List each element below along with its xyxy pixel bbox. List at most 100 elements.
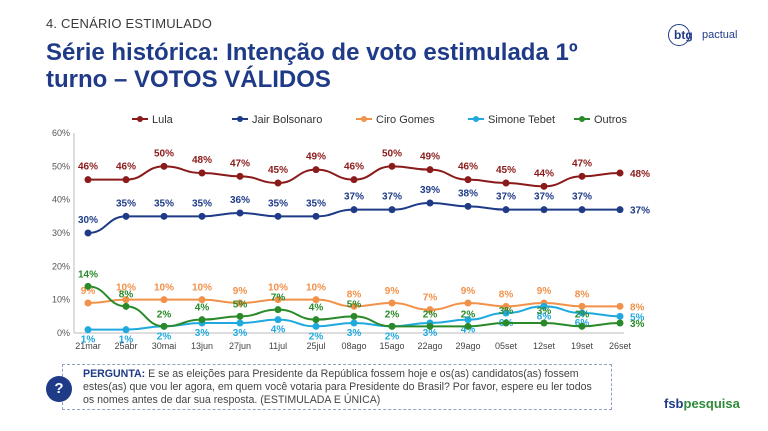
question-box: PERGUNTA: E se as eleições para Presiden… bbox=[62, 364, 612, 410]
logo-pesquisa-text: pesquisa bbox=[683, 396, 740, 411]
data-point bbox=[84, 282, 92, 290]
data-label: 3% bbox=[347, 328, 362, 339]
data-label: 48% bbox=[630, 169, 650, 180]
data-label: 8% bbox=[499, 289, 514, 300]
legend-entry: Jair Bolsonaro bbox=[252, 114, 322, 126]
data-point bbox=[616, 169, 624, 177]
data-label: 30% bbox=[78, 215, 98, 226]
data-label: 45% bbox=[496, 165, 516, 176]
y-tick-label: 30% bbox=[52, 228, 70, 238]
data-point bbox=[616, 312, 624, 320]
x-tick-label: 27jun bbox=[229, 341, 251, 351]
data-point bbox=[464, 322, 472, 330]
x-tick-label: 08ago bbox=[341, 341, 366, 351]
data-point bbox=[274, 316, 282, 324]
data-point bbox=[236, 209, 244, 217]
data-point bbox=[236, 319, 244, 327]
data-point bbox=[236, 172, 244, 180]
data-point bbox=[84, 326, 92, 334]
x-tick-label: 05set bbox=[495, 341, 518, 351]
data-label: 2% bbox=[575, 309, 590, 320]
data-label: 50% bbox=[382, 148, 402, 159]
data-label: 44% bbox=[534, 168, 554, 179]
x-tick-label: 26set bbox=[609, 341, 632, 351]
data-label: 35% bbox=[192, 198, 212, 209]
data-label: 4% bbox=[461, 325, 476, 336]
fsb-pesquisa-logo: fsbpesquisa bbox=[664, 396, 740, 411]
data-point bbox=[350, 319, 358, 327]
data-point bbox=[122, 212, 130, 220]
question-label: PERGUNTA: bbox=[83, 368, 146, 380]
data-label: 2% bbox=[157, 309, 172, 320]
data-point bbox=[540, 302, 548, 310]
vote-intention-line-chart: 0% 10% 20% 30% 40% 50% 60% 21mar 25abr 30mai 13jun… bbox=[52, 114, 650, 351]
data-point bbox=[464, 299, 472, 307]
data-label: 46% bbox=[458, 162, 478, 173]
data-label: 9% bbox=[233, 286, 248, 297]
data-label: 48% bbox=[192, 155, 212, 166]
data-point bbox=[274, 179, 282, 187]
data-point bbox=[312, 166, 320, 174]
data-point bbox=[312, 322, 320, 330]
data-label: 10% bbox=[192, 283, 212, 294]
data-label: 49% bbox=[306, 152, 326, 163]
data-point bbox=[236, 312, 244, 320]
x-tick-label: 25abr bbox=[114, 341, 137, 351]
data-label: 10% bbox=[116, 283, 136, 294]
data-point bbox=[198, 316, 206, 324]
data-point bbox=[160, 322, 168, 330]
data-point bbox=[540, 206, 548, 214]
data-point bbox=[502, 302, 510, 310]
legend-swatch-marker bbox=[361, 116, 367, 122]
data-label: 8% bbox=[575, 289, 590, 300]
data-label: 4% bbox=[309, 303, 324, 314]
data-label: 38% bbox=[458, 188, 478, 199]
data-point bbox=[464, 176, 472, 184]
data-point bbox=[198, 169, 206, 177]
data-label: 37% bbox=[344, 192, 364, 203]
data-label: 7% bbox=[423, 293, 438, 304]
x-tick-label: 29ago bbox=[455, 341, 480, 351]
legend-swatch-marker bbox=[579, 116, 585, 122]
data-label: 10% bbox=[154, 283, 174, 294]
legend-swatch-marker bbox=[473, 116, 479, 122]
data-label: 49% bbox=[420, 152, 440, 163]
section-label: 4. CENÁRIO ESTIMULADO bbox=[46, 16, 213, 31]
data-label: 3% bbox=[630, 319, 645, 330]
data-point bbox=[578, 206, 586, 214]
data-label: 3% bbox=[537, 306, 552, 317]
x-tick-label: 30mai bbox=[152, 341, 177, 351]
data-point bbox=[502, 179, 510, 187]
data-point bbox=[388, 206, 396, 214]
data-point bbox=[236, 299, 244, 307]
data-label: 46% bbox=[116, 162, 136, 173]
data-label: 35% bbox=[154, 198, 174, 209]
data-point bbox=[274, 212, 282, 220]
question-text: E se as eleições para Presidente da Repú… bbox=[83, 368, 592, 406]
data-label: 5% bbox=[630, 312, 645, 323]
logo-btg-text: btg bbox=[674, 28, 693, 42]
data-point bbox=[540, 319, 548, 327]
data-label: 37% bbox=[572, 192, 592, 203]
data-point bbox=[122, 326, 130, 334]
data-label: 3% bbox=[233, 328, 248, 339]
legend-entry: Simone Tebet bbox=[488, 114, 555, 126]
data-point bbox=[122, 302, 130, 310]
logo-circle-icon bbox=[668, 24, 690, 46]
data-point bbox=[388, 162, 396, 170]
data-label: 5% bbox=[347, 299, 362, 310]
data-point bbox=[426, 322, 434, 330]
data-label: 8% bbox=[347, 289, 362, 300]
data-point bbox=[578, 309, 586, 317]
legend-swatch-marker bbox=[237, 116, 243, 122]
data-point bbox=[388, 322, 396, 330]
data-point bbox=[274, 296, 282, 304]
data-point bbox=[84, 229, 92, 237]
x-tick-label: 19set bbox=[571, 341, 594, 351]
data-label: 36% bbox=[230, 195, 250, 206]
btg-pactual-logo: btg pactual bbox=[668, 24, 746, 48]
data-label: 37% bbox=[382, 192, 402, 203]
data-label: 14% bbox=[78, 269, 98, 280]
data-label: 37% bbox=[496, 192, 516, 203]
x-tick-label: 21mar bbox=[75, 341, 101, 351]
